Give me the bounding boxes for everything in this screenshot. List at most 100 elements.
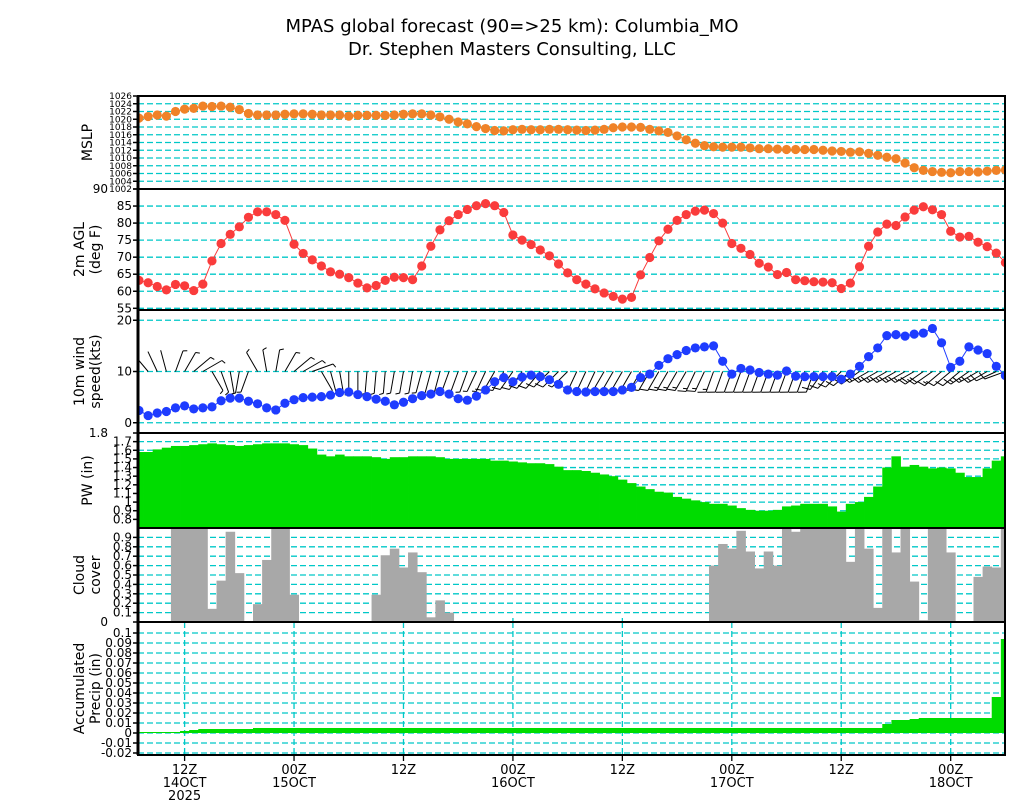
wind-barb-shaft (665, 371, 678, 391)
wind-barb-half-feather (395, 392, 400, 395)
wind-barb (160, 350, 167, 372)
y-tick-label: 1018 (109, 123, 132, 133)
mslp-point (599, 124, 609, 134)
pw-bar (225, 445, 236, 528)
wind-point (909, 329, 919, 339)
pw-bar (398, 457, 409, 528)
mslp-point (681, 135, 691, 145)
mslp-point (280, 109, 290, 119)
precip-bar (243, 729, 254, 733)
precip-bar (362, 728, 372, 733)
precip-bar (636, 728, 646, 733)
x-tick-label: 12Z (391, 763, 417, 778)
y-tick-label: 0 (124, 416, 132, 430)
precip-bar (152, 732, 163, 733)
precip-bar (280, 728, 290, 733)
mslp-point (608, 123, 618, 133)
wind-point (426, 389, 436, 399)
panel-label: Accumulated (72, 643, 88, 735)
panel-frame (137, 621, 1006, 756)
cloud-bar (262, 559, 272, 622)
precip-bar (827, 728, 838, 733)
wind-point (681, 345, 691, 356)
wind-barb-feather (909, 377, 918, 383)
mslp-point (791, 144, 801, 155)
precip-bar (818, 728, 828, 733)
mslp-point (271, 110, 281, 120)
cloud-bar (189, 528, 199, 622)
temperature-point (189, 285, 199, 296)
wind-point (982, 348, 992, 359)
wind-point (344, 387, 354, 397)
y-tick-label: 1006 (109, 170, 132, 180)
wind-barb-half-feather (848, 377, 853, 382)
cloud-bar (891, 552, 901, 622)
wind-barb-shaft (246, 352, 258, 372)
wind-barb-shaft (160, 350, 167, 372)
cloud-bar (225, 531, 236, 622)
wind-point (371, 394, 381, 404)
wind-barb-half-feather (957, 377, 962, 382)
pw-bar (772, 509, 783, 528)
mslp-point (636, 122, 646, 132)
precip-bar (371, 728, 382, 733)
wind-barb (138, 358, 149, 372)
mslp-point (781, 144, 792, 155)
y-tick-label: 0.02 (105, 706, 132, 720)
y-tick-label: 0.04 (105, 686, 132, 700)
wind-barb-half-feather (195, 351, 200, 354)
temperature-point (708, 208, 719, 219)
wind-point (508, 377, 518, 387)
precip-bar (189, 730, 199, 733)
pw-bar (900, 466, 911, 528)
precip-bar (718, 728, 728, 733)
wind-barb-shaft (302, 360, 323, 372)
temperature-point (207, 256, 217, 266)
y-tick-label: -0.02 (101, 746, 132, 760)
pw-bar (544, 464, 555, 528)
panel-temperature: 55 60 65 70 75 80 85 90 2m AGL (deg F) (72, 182, 1006, 315)
y-tick-label: 1014 (109, 139, 132, 149)
pw-bar (280, 443, 290, 528)
wind-point (900, 331, 910, 341)
cloud-bar (280, 528, 290, 622)
temperature-point (982, 242, 992, 252)
precip-series (138, 639, 1005, 733)
temperature-point (508, 230, 518, 240)
wind-point (663, 354, 673, 364)
pw-bar (198, 444, 208, 528)
wind-barb-half-feather (894, 377, 899, 382)
precip-bar (918, 718, 929, 733)
wind-point (408, 394, 418, 404)
wind-point (763, 369, 773, 379)
wind-barb-shaft (867, 371, 888, 383)
y-tick-label: 1016 (109, 131, 132, 141)
wind-point (590, 386, 600, 397)
mslp-point (991, 165, 1001, 175)
y-tick-label: 0.8 (113, 540, 132, 554)
wind-barb (229, 371, 235, 396)
temperature-point (654, 236, 664, 246)
y-tick-label: 65 (117, 267, 132, 281)
wind-point (180, 401, 190, 411)
wind-barb-feather (851, 376, 859, 383)
temperature-point (645, 252, 655, 263)
mslp-point (672, 131, 682, 141)
pw-bar (526, 463, 537, 528)
precip-bar (572, 728, 582, 733)
precip-bar (325, 728, 336, 733)
wind-barb (404, 371, 414, 395)
mslp-point (982, 166, 992, 176)
wind-barb-half-feather (386, 392, 391, 395)
wind-barb-half-feather (321, 360, 326, 364)
pw-bar (444, 458, 455, 528)
temperature-point (572, 275, 582, 285)
wind-barb-half-feather (672, 386, 677, 389)
wind-barb (211, 371, 224, 395)
mslp-point (325, 110, 336, 120)
cloud-bar (927, 528, 938, 622)
cloud-bar (417, 572, 427, 622)
wind-barb-shaft (330, 371, 337, 393)
precip-bar (809, 728, 819, 733)
wind-barb-feather (677, 390, 687, 392)
